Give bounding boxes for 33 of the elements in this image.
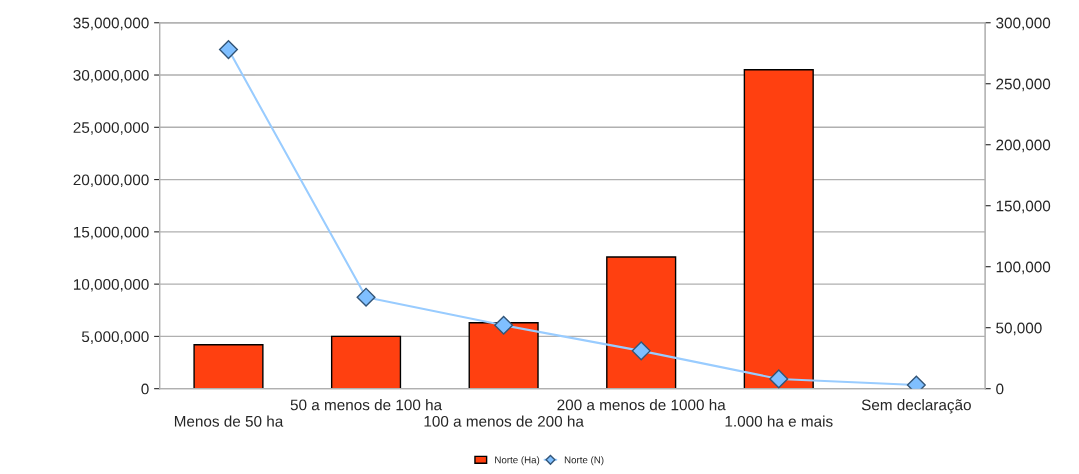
x-tick-label: 1.000 ha e mais (725, 415, 833, 427)
bar (193, 344, 264, 389)
y2-tick-label: 200,000 (996, 139, 1051, 153)
y-tick-label: 15,000,000 (73, 226, 149, 240)
x-tick-label: Menos de 50 ha (174, 415, 284, 427)
bar (743, 69, 814, 389)
y-tick-label: 0 (141, 383, 149, 395)
bar (468, 322, 539, 389)
legend-label: Norte (N) (564, 456, 604, 466)
x-tick-label: 200 a menos de 1000 ha (557, 399, 726, 411)
x-tick-label: 100 a menos de 200 ha (424, 415, 584, 427)
point (494, 315, 514, 335)
point (769, 369, 789, 389)
y-tick-label: 25,000,000 (73, 122, 149, 135)
y-tick-label: 10,000,000 (73, 279, 149, 292)
y-tick-label: 30,000,000 (73, 69, 149, 83)
point (218, 40, 239, 60)
y2-tick-label: 300,000 (996, 17, 1051, 31)
y-tick-label: 5,000,000 (81, 331, 149, 344)
y2-tick-label: 50,000 (996, 322, 1042, 336)
y2-tick-label: 250,000 (996, 78, 1051, 92)
point (356, 287, 376, 307)
bar (330, 335, 402, 389)
x-tick-label: Sem declaração (861, 399, 971, 414)
point (631, 341, 651, 361)
x-tick-label: 50 a menos de 100 ha (290, 399, 443, 411)
legend-label: Norte (Ha) (495, 456, 540, 466)
y2-tick-label: 100,000 (996, 261, 1051, 275)
y-tick-label: 35,000,000 (73, 17, 149, 31)
y-tick-label: 20,000,000 (73, 174, 149, 188)
bar (606, 256, 677, 389)
y2-tick-label: 0 (996, 383, 1004, 395)
y2-tick-label: 150,000 (996, 200, 1051, 214)
